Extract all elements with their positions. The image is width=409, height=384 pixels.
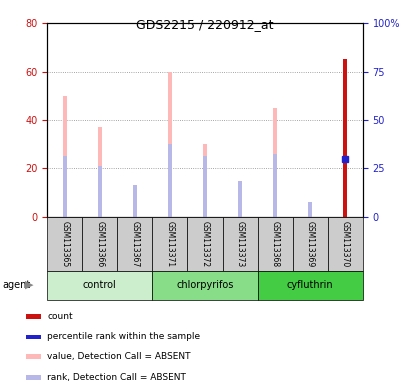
Text: GSM113369: GSM113369 <box>305 221 314 267</box>
Bar <box>97 127 101 217</box>
Text: GSM113372: GSM113372 <box>200 221 209 267</box>
Bar <box>222 217 257 271</box>
Bar <box>63 96 67 217</box>
Bar <box>117 217 152 271</box>
Bar <box>308 210 312 217</box>
Bar <box>47 217 82 271</box>
Bar <box>26 375 41 380</box>
Text: ▶: ▶ <box>25 280 33 290</box>
Bar <box>202 156 207 217</box>
Bar <box>47 271 152 300</box>
Bar <box>257 271 362 300</box>
Text: GSM113368: GSM113368 <box>270 221 279 267</box>
Text: agent: agent <box>2 280 30 290</box>
Bar <box>26 314 41 319</box>
Bar <box>167 144 172 217</box>
Text: rank, Detection Call = ABSENT: rank, Detection Call = ABSENT <box>47 373 186 382</box>
Text: GSM113366: GSM113366 <box>95 221 104 267</box>
Bar <box>237 193 242 217</box>
Bar <box>152 217 187 271</box>
Bar <box>342 60 346 217</box>
Bar <box>202 144 207 217</box>
Bar <box>292 217 327 271</box>
Bar <box>82 217 117 271</box>
Text: GSM113371: GSM113371 <box>165 221 174 267</box>
Bar <box>272 154 276 217</box>
Bar <box>26 335 41 339</box>
Bar <box>272 108 276 217</box>
Text: chlorpyrifos: chlorpyrifos <box>176 280 233 290</box>
Text: control: control <box>83 280 116 290</box>
Bar <box>26 354 41 359</box>
Text: GDS2215 / 220912_at: GDS2215 / 220912_at <box>136 18 273 31</box>
Text: GSM113365: GSM113365 <box>60 221 69 267</box>
Bar <box>97 166 101 217</box>
Text: count: count <box>47 312 73 321</box>
Bar <box>133 185 137 217</box>
Bar <box>133 185 137 217</box>
Text: value, Detection Call = ABSENT: value, Detection Call = ABSENT <box>47 352 190 361</box>
Text: GSM113367: GSM113367 <box>130 221 139 267</box>
Text: cyfluthrin: cyfluthrin <box>286 280 333 290</box>
Bar <box>187 217 222 271</box>
Bar <box>327 217 362 271</box>
Text: GSM113373: GSM113373 <box>235 221 244 267</box>
Bar <box>308 202 312 217</box>
Bar <box>237 180 242 217</box>
Bar <box>257 217 292 271</box>
Text: GSM113370: GSM113370 <box>340 221 349 267</box>
Bar <box>167 71 172 217</box>
Bar <box>63 156 67 217</box>
Text: percentile rank within the sample: percentile rank within the sample <box>47 333 200 341</box>
Bar <box>152 271 257 300</box>
